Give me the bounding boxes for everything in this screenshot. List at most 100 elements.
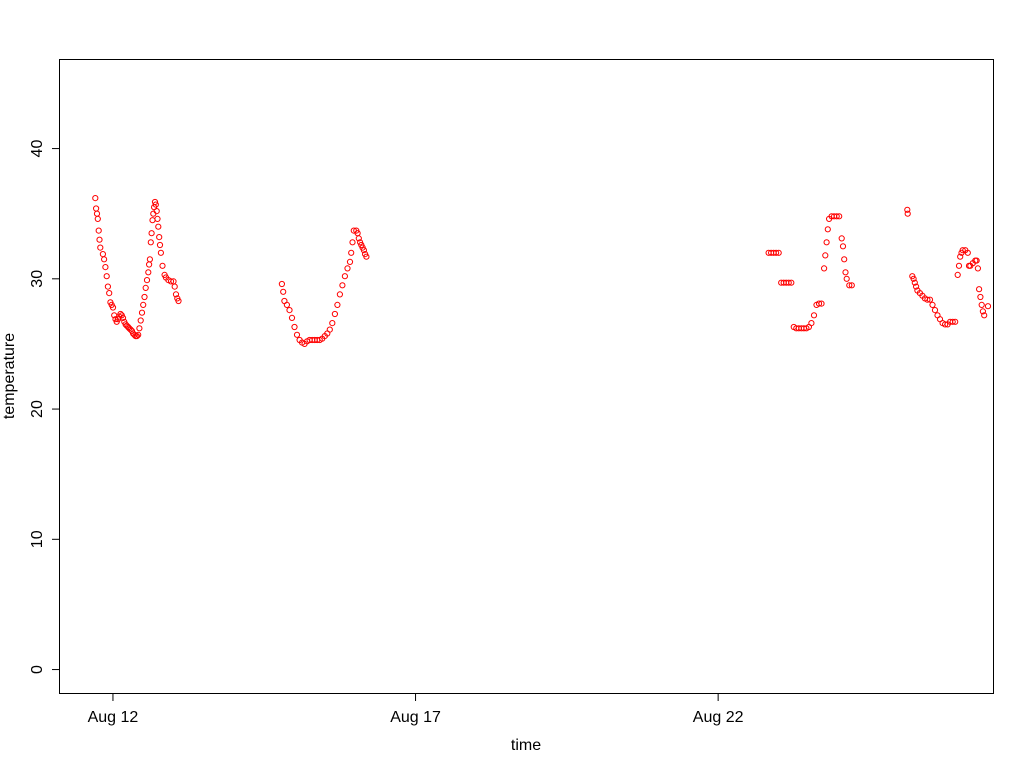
data-point	[146, 261, 153, 268]
data-point	[976, 286, 983, 293]
data-point	[904, 210, 911, 217]
data-point	[904, 206, 911, 213]
data-point	[833, 213, 840, 220]
data-point	[151, 198, 159, 206]
y-tick-label: 20	[29, 400, 46, 418]
data-point	[106, 290, 113, 297]
y-axis: 0 10 20 30 40	[29, 140, 60, 674]
data-point	[964, 249, 971, 256]
data-point	[175, 297, 182, 305]
data-point	[924, 296, 931, 303]
data-point	[95, 227, 102, 234]
data-point	[278, 280, 285, 288]
data-point	[339, 282, 346, 289]
data-point	[952, 318, 959, 325]
data-point	[815, 300, 823, 307]
x-tick-label: Aug 12	[88, 709, 139, 726]
data-point	[974, 265, 982, 272]
data-point	[842, 269, 849, 276]
data-point	[288, 314, 296, 321]
data-point	[931, 307, 939, 314]
data-point	[136, 325, 143, 332]
data-point	[137, 317, 144, 324]
x-tick-label: Aug 17	[390, 709, 441, 726]
data-point	[293, 331, 301, 338]
data-point	[331, 310, 338, 318]
x-tick-label: Aug 22	[693, 709, 744, 726]
data-point	[96, 236, 103, 243]
data-point	[97, 244, 104, 251]
data-point	[843, 275, 850, 282]
data-point	[348, 249, 355, 256]
data-point	[135, 331, 142, 338]
data-point	[977, 293, 984, 301]
y-tick-label: 30	[29, 270, 46, 288]
data-point	[154, 215, 161, 222]
data-point	[149, 217, 156, 224]
data-point	[978, 301, 985, 308]
data-point	[143, 277, 151, 284]
data-point	[140, 301, 147, 308]
data-point	[142, 284, 149, 291]
data-point	[141, 293, 148, 301]
data-point	[99, 251, 107, 258]
plot-frame	[59, 59, 994, 694]
data-point	[823, 239, 830, 246]
data-point	[153, 208, 160, 215]
data-point	[810, 312, 818, 319]
x-axis: Aug 12 Aug 17 Aug 22	[88, 693, 744, 726]
data-point	[103, 273, 110, 280]
data-point	[94, 215, 101, 222]
data-point	[145, 269, 152, 276]
data-point	[283, 301, 290, 308]
data-point	[841, 256, 848, 263]
data-point	[344, 265, 351, 272]
data-point	[926, 296, 934, 303]
data-point	[171, 283, 178, 290]
data-point	[172, 291, 180, 298]
data-point	[818, 300, 825, 307]
data-point	[839, 243, 847, 250]
y-axis-title: temperature	[1, 333, 18, 419]
data-point	[949, 318, 956, 325]
y-tick-label: 0	[29, 665, 46, 674]
data-point	[785, 279, 792, 286]
data-point	[821, 265, 828, 272]
data-point	[159, 262, 166, 269]
y-tick-label: 40	[29, 140, 46, 158]
y-tick-label: 10	[29, 530, 46, 548]
data-point	[119, 314, 127, 321]
data-point	[93, 210, 101, 217]
data-point	[363, 253, 370, 260]
data-points	[92, 195, 992, 347]
data-point	[104, 283, 112, 290]
data-point	[349, 239, 356, 246]
data-point	[341, 273, 348, 280]
data-point	[93, 205, 100, 212]
data-point	[291, 323, 298, 331]
data-point	[942, 321, 949, 328]
data-point	[929, 301, 936, 308]
data-point	[775, 249, 782, 256]
data-point	[788, 279, 795, 286]
data-point	[360, 247, 367, 254]
data-point	[146, 256, 153, 263]
data-point	[109, 304, 117, 311]
data-point	[148, 230, 155, 237]
data-point	[138, 309, 146, 316]
data-point	[355, 235, 362, 242]
data-point	[959, 247, 966, 254]
data-point	[773, 249, 780, 256]
data-point	[101, 256, 108, 263]
data-point	[848, 282, 855, 289]
data-point	[102, 264, 109, 271]
data-point	[913, 283, 920, 290]
data-point	[846, 282, 853, 289]
data-point	[329, 320, 336, 327]
data-point	[152, 201, 159, 208]
data-point	[808, 320, 815, 327]
data-point	[155, 223, 162, 230]
data-point	[979, 308, 987, 315]
data-point	[838, 235, 845, 242]
